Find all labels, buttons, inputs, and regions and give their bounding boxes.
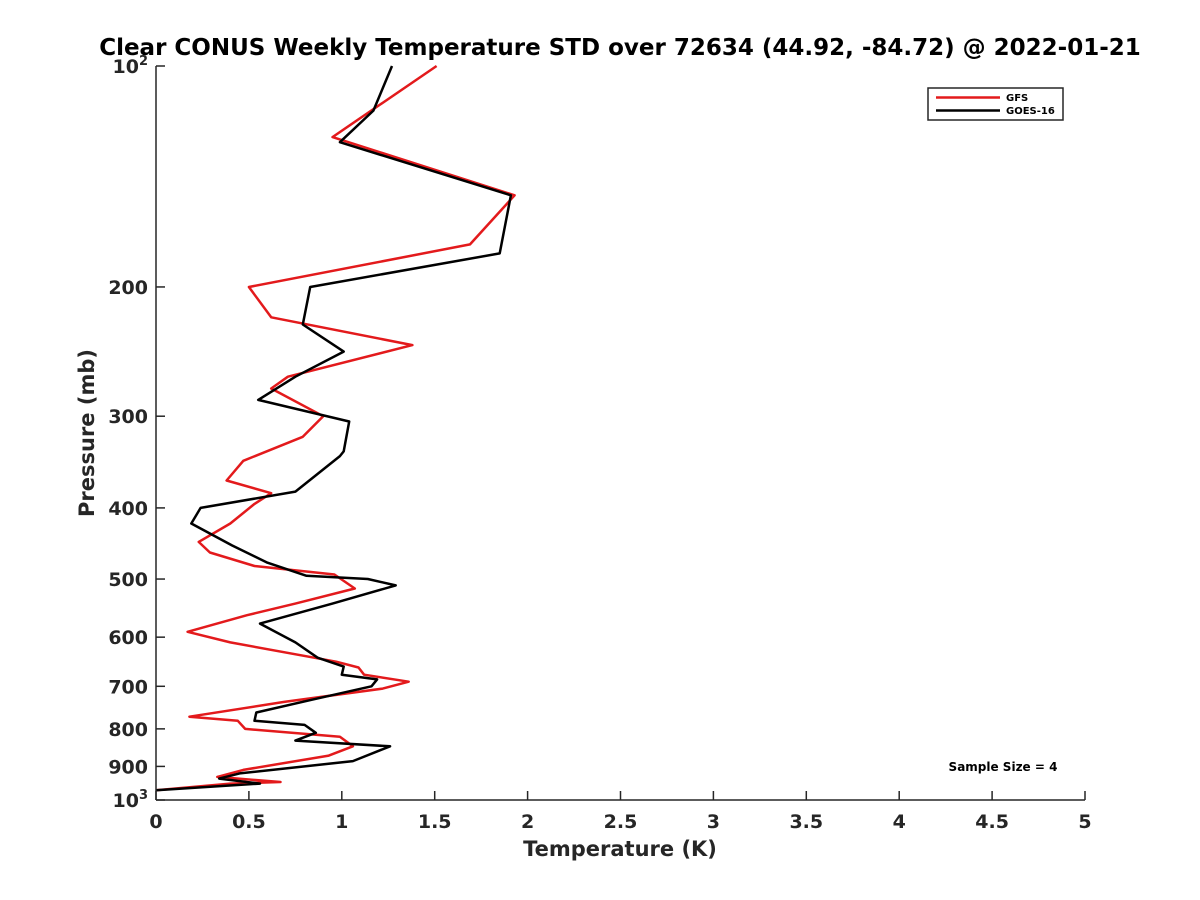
legend-label-goes16: GOES-16 xyxy=(1006,106,1055,117)
x-tick-label: 1 xyxy=(335,811,348,833)
x-tick-label: 3.5 xyxy=(789,811,823,833)
legend: GFS GOES-16 xyxy=(927,87,1064,121)
legend-label-gfs: GFS xyxy=(1006,93,1028,104)
y-tick-label: 200 xyxy=(108,277,148,299)
y-axis-label: Pressure (mb) xyxy=(75,349,99,517)
y-tick-label: 500 xyxy=(108,569,148,591)
y-tick-label: 900 xyxy=(108,756,148,778)
x-tick-label: 4.5 xyxy=(975,811,1009,833)
x-tick-label: 0 xyxy=(149,811,162,833)
y-tick-label: 700 xyxy=(108,676,148,698)
x-tick-label: 1.5 xyxy=(418,811,452,833)
y-tick-label: 300 xyxy=(108,406,148,428)
x-tick-label: 5 xyxy=(1078,811,1091,833)
x-tick-label: 2 xyxy=(521,811,534,833)
x-axis-label: Temperature (K) xyxy=(523,837,717,861)
series-line-gfs xyxy=(155,64,516,792)
y-tick-label: 102 xyxy=(113,54,149,78)
y-tick-label: 103 xyxy=(113,788,149,812)
y-tick-label: 800 xyxy=(108,719,148,741)
chart-title: Clear CONUS Weekly Temperature STD over … xyxy=(99,35,1141,61)
x-tick-label: 0.5 xyxy=(232,811,266,833)
plot-area xyxy=(155,64,516,792)
y-axis-ticks: 102 200 300 400 500 600 700 800 900 103 xyxy=(108,54,165,812)
x-tick-label: 3 xyxy=(707,811,720,833)
x-axis-ticks: 0 0.5 1 1.5 2 2.5 3 3.5 4 4.5 5 xyxy=(149,791,1092,833)
legend-box xyxy=(927,87,1064,121)
y-tick-label: 400 xyxy=(108,498,148,520)
series-line-goes16 xyxy=(155,65,513,792)
sample-size-annotation: Sample Size = 4 xyxy=(949,760,1058,774)
x-tick-label: 2.5 xyxy=(604,811,638,833)
y-tick-label: 600 xyxy=(108,627,148,649)
x-tick-label: 4 xyxy=(893,811,906,833)
